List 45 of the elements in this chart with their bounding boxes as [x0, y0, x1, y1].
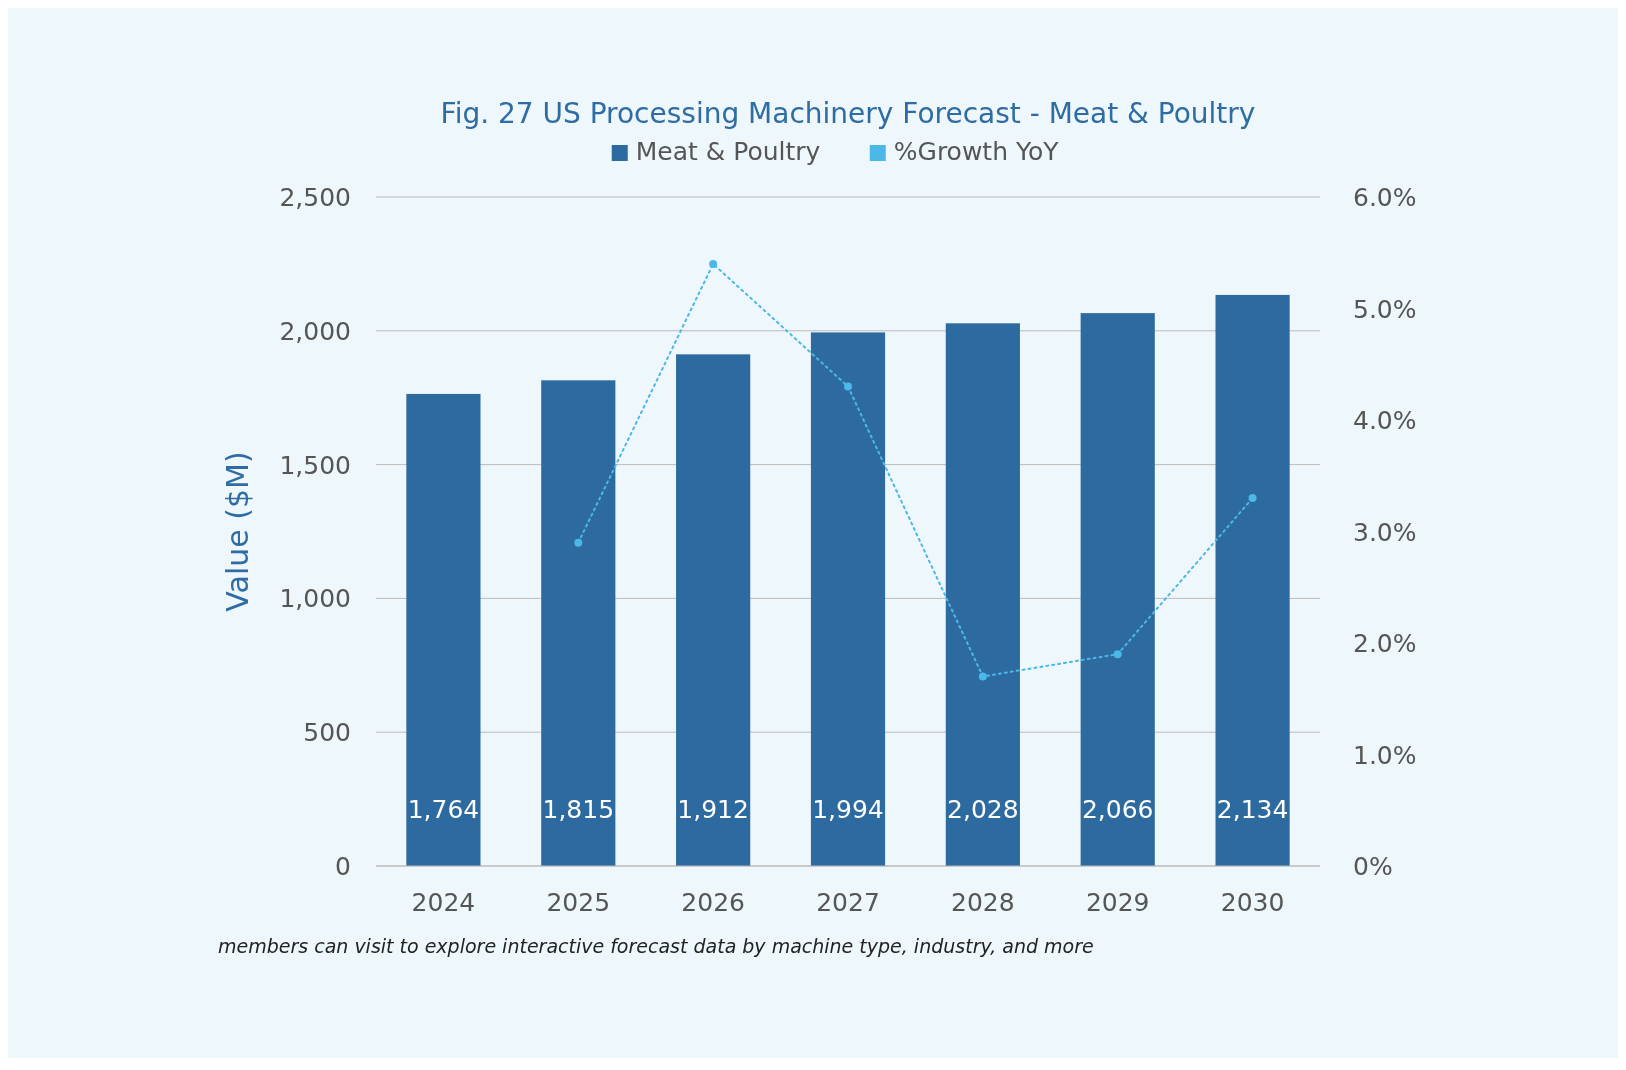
y2-tick-label: 4.0%: [1353, 406, 1417, 435]
data-label: 2,066: [1081, 795, 1154, 824]
data-label: 1,764: [407, 795, 480, 824]
x-tick-label: 2027: [816, 888, 880, 917]
point: [1248, 494, 1257, 503]
legend-label: %Growth YoY: [893, 137, 1060, 166]
x-tick-label: 2025: [546, 888, 611, 917]
x-tick-label: 2024: [411, 888, 476, 917]
y2-tick-label: 6.0%: [1353, 183, 1417, 212]
y2-tick-label: 2.0%: [1353, 629, 1417, 658]
x-tick-label: 2028: [951, 888, 1015, 917]
y2-tick-label: 0%: [1353, 852, 1393, 881]
text: members can visit to explore interactive forecast data by machine type, industry, and more: [218, 935, 1094, 957]
y-tick-label: 1,500: [279, 450, 351, 480]
point: [844, 382, 852, 391]
bar: [406, 393, 481, 866]
data-label: 1,815: [542, 795, 615, 824]
y-tick-label: 500: [303, 718, 351, 748]
y-tick-label: 2,500: [279, 183, 351, 212]
x-tick-label: 2030: [1220, 888, 1285, 917]
y-tick-label: 1,000: [279, 584, 351, 614]
legend-label: Meat & Poultry: [635, 137, 821, 166]
bar: [810, 332, 886, 866]
point: [574, 538, 583, 547]
y-tick-label: 2,000: [279, 316, 351, 346]
bar: [541, 380, 616, 866]
y2-tick-label: 3.0%: [1353, 517, 1417, 547]
point: [978, 672, 987, 681]
x-tick-label: 2026: [681, 888, 745, 917]
bar: [676, 354, 751, 866]
chart-title: Fig. 27 US Processing Machinery Forecast - Meat & Poultry: [440, 97, 1256, 130]
point: [1113, 650, 1122, 659]
x-tick-label: 2029: [1085, 888, 1150, 917]
bar: [1215, 294, 1290, 866]
bar: [1080, 313, 1155, 866]
y2-tick-label: 1.0%: [1353, 740, 1417, 770]
data-label: 2,134: [1216, 795, 1289, 824]
y-axis-title: Value ($M): [220, 451, 255, 612]
bar: [945, 323, 1020, 866]
y-tick-label: 0: [335, 852, 351, 881]
point: [709, 259, 718, 268]
data-label: 1,912: [677, 795, 749, 824]
data-label: 2,028: [947, 795, 1019, 824]
data-label: 1,994: [812, 795, 884, 824]
y2-tick-label: 5.0%: [1353, 294, 1417, 324]
